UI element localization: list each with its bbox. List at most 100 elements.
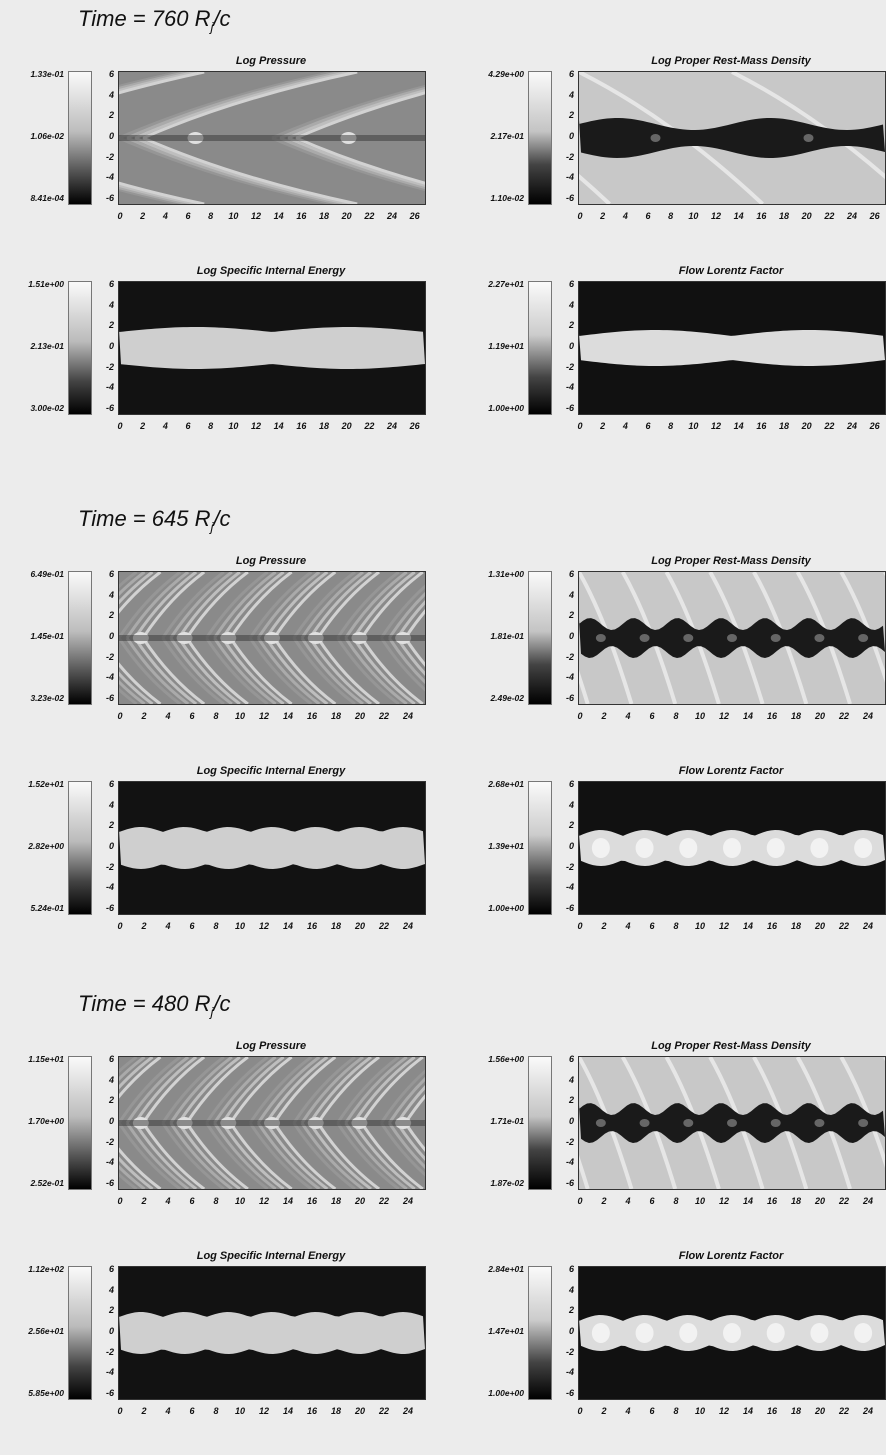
y-tick-label: 6 — [108, 1054, 114, 1064]
x-tick-label: 12 — [718, 711, 729, 721]
x-tick-label: 12 — [258, 1196, 269, 1206]
field-shape — [119, 635, 425, 641]
field-shape — [380, 637, 425, 692]
field-shape — [591, 1323, 610, 1343]
field-shape — [256, 572, 321, 639]
y-tick-label: -4 — [105, 172, 114, 183]
y-tick-label: 4 — [568, 799, 574, 810]
y-tick-label: 4 — [108, 89, 114, 100]
x-tick-label: 16 — [296, 421, 307, 431]
y-tick-label: -6 — [565, 193, 574, 203]
x-tick-label: 8 — [213, 711, 219, 721]
plot-title: Log Proper Rest-Mass Density — [651, 55, 811, 67]
x-tick-label: 20 — [354, 711, 365, 721]
x-tick-label: 0 — [117, 921, 123, 931]
x-tick-label: 14 — [273, 421, 284, 431]
field-shape — [579, 330, 885, 366]
field-shape — [169, 637, 233, 704]
y-tick-label: 2 — [568, 1305, 574, 1316]
x-tick-label: 6 — [645, 211, 651, 221]
field-shape — [316, 572, 380, 639]
y-tick-label: -2 — [565, 151, 574, 162]
y-tick-label: -2 — [565, 861, 574, 872]
field-shape — [344, 572, 408, 639]
field-shape — [221, 637, 285, 704]
x-tick-label: 8 — [668, 211, 674, 221]
x-tick-label: 2 — [141, 1406, 147, 1416]
field-shape — [142, 72, 358, 140]
x-tick-label: 0 — [577, 711, 583, 721]
y-tick-label: 6 — [568, 69, 574, 79]
x-tick-label: 26 — [869, 211, 880, 221]
x-tick-label: 6 — [189, 711, 195, 721]
colorbar-label: 6.49e-01 — [30, 569, 64, 579]
colorbar — [68, 781, 92, 915]
field-image — [579, 1267, 885, 1399]
y-tick-label: -2 — [565, 1346, 574, 1357]
field-shape — [177, 572, 241, 639]
colorbar — [528, 781, 552, 915]
field-shape — [119, 572, 138, 589]
field-shape — [213, 1057, 277, 1124]
field-shape — [360, 572, 424, 639]
field-shape — [264, 637, 329, 704]
x-tick-label: 10 — [688, 211, 699, 221]
y-tick-label: -6 — [565, 903, 574, 913]
x-tick-label: 4 — [162, 211, 168, 221]
x-tick-label: 0 — [117, 1406, 123, 1416]
x-tick-label: 18 — [330, 711, 341, 721]
y-tick-label: 4 — [568, 1284, 574, 1295]
field-shape — [134, 72, 350, 140]
field-shape — [125, 1057, 190, 1124]
field-shape — [141, 1122, 206, 1189]
field-image — [119, 282, 425, 414]
field-shape — [141, 1057, 206, 1124]
x-tick-label: 4 — [625, 921, 631, 931]
field-shape — [213, 637, 277, 704]
time-title: Time = 480 Rj/c — [78, 991, 231, 1019]
field-shape — [770, 634, 781, 642]
colorbar-label: 1.51e+00 — [28, 279, 64, 289]
y-tick-label: -2 — [565, 361, 574, 372]
colorbar — [68, 71, 92, 205]
time-unit: /c — [213, 991, 231, 1016]
field-shape — [205, 1057, 269, 1124]
field-shape — [169, 1057, 233, 1124]
plot-title: Log Specific Internal Energy — [196, 265, 346, 277]
x-tick-label: 18 — [790, 1196, 801, 1206]
x-tick-label: 8 — [208, 211, 214, 221]
x-tick-label: 22 — [838, 711, 849, 721]
field-shape — [119, 1057, 138, 1074]
x-tick-label: 8 — [213, 1196, 219, 1206]
field-shape — [205, 1122, 269, 1189]
y-tick-label: 2 — [568, 1095, 574, 1106]
field-shape — [119, 662, 162, 704]
x-tick-label: 20 — [354, 1196, 365, 1206]
y-tick-label: 6 — [108, 1264, 114, 1274]
x-tick-label: 0 — [577, 211, 583, 221]
field-shape — [248, 637, 313, 704]
y-tick-label: -4 — [565, 672, 574, 683]
field-shape — [727, 1119, 737, 1127]
x-tick-label: 8 — [208, 421, 214, 431]
y-tick-label: -2 — [105, 1346, 114, 1357]
x-tick-label: 14 — [742, 1406, 753, 1416]
colorbar-label: 1.06e-02 — [30, 131, 64, 141]
field-shape — [134, 136, 350, 204]
x-tick-label: 4 — [162, 421, 168, 431]
field-shape — [380, 1122, 425, 1177]
y-tick-label: -6 — [105, 903, 114, 913]
field-shape — [308, 637, 372, 704]
time-label: Time = 760 R — [78, 6, 211, 31]
plot-title: Log Proper Rest-Mass Density — [651, 1040, 811, 1052]
y-tick-label: 4 — [108, 1074, 114, 1085]
field-shape — [300, 1122, 364, 1189]
time-unit: /c — [213, 6, 231, 31]
field-shape — [213, 572, 277, 639]
plot-panel: Log Specific Internal Energy 1.52e+01 2.82… — [0, 765, 440, 945]
y-tick-label: -4 — [565, 382, 574, 393]
field-shape — [133, 1122, 198, 1189]
field-image — [579, 72, 885, 204]
plot-panel: Flow Lorentz Factor 2.84e+01 1.47e+01 1.00e… — [460, 1250, 886, 1430]
y-tick-label: 2 — [568, 610, 574, 621]
